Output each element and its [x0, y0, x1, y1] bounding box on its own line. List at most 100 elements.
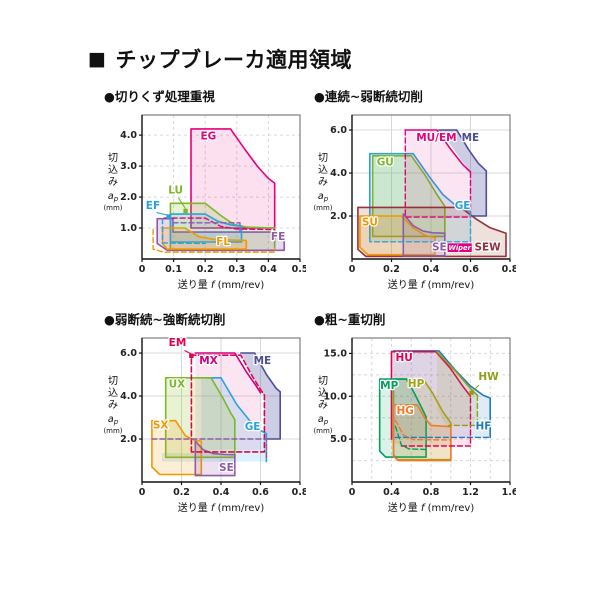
svg-text:SX: SX: [153, 419, 169, 431]
svg-text:0.4: 0.4: [260, 264, 277, 275]
svg-text:0.8: 0.8: [423, 487, 440, 498]
svg-text:HF: HF: [475, 421, 491, 433]
svg-text:6.0: 6.0: [120, 348, 137, 359]
svg-text:み: み: [108, 400, 118, 411]
chart-panel-heavy-cutting: ●粗~重切削 0 0.4 0.8 1.2 1.6 5.0 10.0 15.0 HF HU HW HP M…: [312, 309, 516, 518]
svg-text:ME: ME: [462, 132, 480, 144]
svg-text:0.2: 0.2: [383, 264, 400, 275]
svg-text:ap: ap: [318, 191, 329, 203]
svg-text:4.0: 4.0: [120, 130, 137, 141]
svg-text:送り量 f (mm/rev): 送り量 f (mm/rev): [178, 501, 265, 514]
chart-canvas-continuous-cutting: 0 0.2 0.4 0.6 0.8 2.0 4.0 6.0 GE GU MU/EM ME SEW SU SE…: [313, 114, 516, 291]
svg-text:SEW: SEW: [474, 241, 501, 253]
svg-text:ap: ap: [108, 414, 119, 426]
page-title-text: チップブレーカ適用領域: [115, 48, 352, 72]
svg-text:2.0: 2.0: [120, 192, 137, 203]
svg-text:切: 切: [108, 375, 118, 387]
svg-text:SE: SE: [219, 462, 234, 474]
charts-grid: ●切りくず処理重視 0 0.1 0.2 0.3 0.4 0.5 1.0 2.0 3.0 4.0 EG…: [0, 86, 600, 518]
svg-text:LU: LU: [168, 184, 183, 196]
svg-text:SU: SU: [362, 217, 378, 229]
svg-text:(mm): (mm): [103, 204, 122, 212]
svg-text:送り量 f (mm/rev): 送り量 f (mm/rev): [178, 278, 265, 291]
svg-text:4.0: 4.0: [120, 391, 137, 402]
svg-text:MX: MX: [199, 355, 218, 367]
svg-text:GE: GE: [455, 200, 471, 212]
title-square-icon: ■: [88, 47, 107, 70]
svg-text:GE: GE: [245, 421, 261, 433]
svg-text:FE: FE: [271, 231, 285, 243]
svg-text:ap: ap: [108, 191, 119, 203]
svg-text:切: 切: [318, 152, 328, 164]
svg-text:GU: GU: [377, 157, 394, 169]
svg-text:3.0: 3.0: [120, 161, 137, 172]
svg-text:み: み: [318, 400, 328, 411]
svg-text:(mm): (mm): [313, 204, 332, 212]
svg-text:(mm): (mm): [103, 427, 122, 435]
chart-canvas-interrupted-cutting: 0 0.2 0.4 0.6 0.8 2.0 4.0 6.0 ME MX GE UX SX SE EM 送り量 …: [103, 336, 306, 514]
svg-text:5.0: 5.0: [330, 434, 347, 445]
chart-canvas-chip-control: 0 0.1 0.2 0.3 0.4 0.5 1.0 2.0 3.0 4.0 EG LU FE EF FL 送り…: [103, 114, 306, 291]
svg-text:切: 切: [108, 152, 118, 164]
svg-text:0: 0: [139, 487, 146, 498]
svg-text:み: み: [318, 177, 328, 188]
svg-text:0.3: 0.3: [228, 264, 245, 275]
svg-text:み: み: [108, 177, 118, 188]
svg-text:送り量 f (mm/rev): 送り量 f (mm/rev): [388, 278, 475, 291]
svg-text:ap: ap: [318, 414, 329, 426]
svg-text:1.0: 1.0: [120, 223, 137, 234]
chart-panel-interrupted-cutting: ●弱断続~強断続切削 0 0.2 0.4 0.6 0.8 2.0 4.0 6.0 ME MX GE U…: [102, 309, 306, 518]
svg-text:FL: FL: [216, 236, 230, 248]
svg-text:SE: SE: [432, 241, 447, 253]
chart-subtitle: ●粗~重切削: [314, 312, 386, 327]
svg-text:0.6: 0.6: [462, 264, 479, 275]
svg-text:(mm): (mm): [313, 427, 332, 435]
svg-text:6.0: 6.0: [330, 125, 347, 136]
svg-text:1.2: 1.2: [462, 487, 479, 498]
svg-text:切: 切: [318, 375, 328, 387]
svg-text:HP: HP: [408, 378, 425, 390]
chart-panel-continuous-cutting: ●連続~弱断続切削 0 0.2 0.4 0.6 0.8 2.0 4.0 6.0 GE GU MU/E…: [312, 86, 516, 295]
chart-subtitle: ●弱断続~強断続切削: [104, 312, 226, 327]
svg-text:0.1: 0.1: [165, 264, 182, 275]
svg-text:0.4: 0.4: [383, 487, 400, 498]
svg-text:Wiper: Wiper: [448, 244, 471, 252]
svg-text:0: 0: [349, 487, 356, 498]
svg-text:EG: EG: [200, 130, 216, 142]
chart-subtitle: ●切りくず処理重視: [104, 89, 215, 104]
svg-text:送り量 f (mm/rev): 送り量 f (mm/rev): [388, 501, 475, 514]
svg-text:15.0: 15.0: [324, 348, 348, 359]
svg-text:10.0: 10.0: [324, 391, 348, 402]
svg-text:2.0: 2.0: [330, 211, 347, 222]
svg-text:4.0: 4.0: [330, 168, 347, 179]
svg-text:MU/EM: MU/EM: [416, 132, 456, 144]
svg-text:EM: EM: [169, 337, 187, 349]
svg-text:1.6: 1.6: [502, 487, 516, 498]
svg-text:2.0: 2.0: [120, 434, 137, 445]
svg-text:込: 込: [108, 164, 118, 176]
svg-text:HU: HU: [395, 352, 412, 364]
chart-panel-chip-control: ●切りくず処理重視 0 0.1 0.2 0.3 0.4 0.5 1.0 2.0 3.0 4.0 EG…: [102, 86, 306, 295]
svg-text:0.5: 0.5: [292, 264, 306, 275]
svg-text:0.2: 0.2: [173, 487, 190, 498]
svg-text:込: 込: [318, 387, 328, 399]
chart-subtitle: ●連続~弱断続切削: [314, 89, 423, 104]
svg-text:0.4: 0.4: [213, 487, 230, 498]
svg-text:MP: MP: [380, 380, 398, 392]
svg-text:0.8: 0.8: [502, 264, 516, 275]
svg-text:0.8: 0.8: [292, 487, 306, 498]
svg-text:0.4: 0.4: [423, 264, 440, 275]
svg-text:ME: ME: [254, 355, 272, 367]
chart-canvas-heavy-cutting: 0 0.4 0.8 1.2 1.6 5.0 10.0 15.0 HF HU HW HP MP HG 送り量 …: [313, 337, 516, 514]
svg-text:UX: UX: [169, 378, 186, 390]
svg-text:込: 込: [108, 387, 118, 399]
svg-text:EF: EF: [146, 200, 160, 212]
svg-text:込: 込: [318, 164, 328, 176]
svg-text:HG: HG: [396, 405, 413, 417]
page-title: ■ チップブレーカ適用領域: [0, 0, 600, 86]
svg-text:HW: HW: [478, 371, 499, 383]
svg-text:0: 0: [349, 264, 356, 275]
svg-text:0.2: 0.2: [197, 264, 214, 275]
svg-text:0: 0: [139, 264, 146, 275]
